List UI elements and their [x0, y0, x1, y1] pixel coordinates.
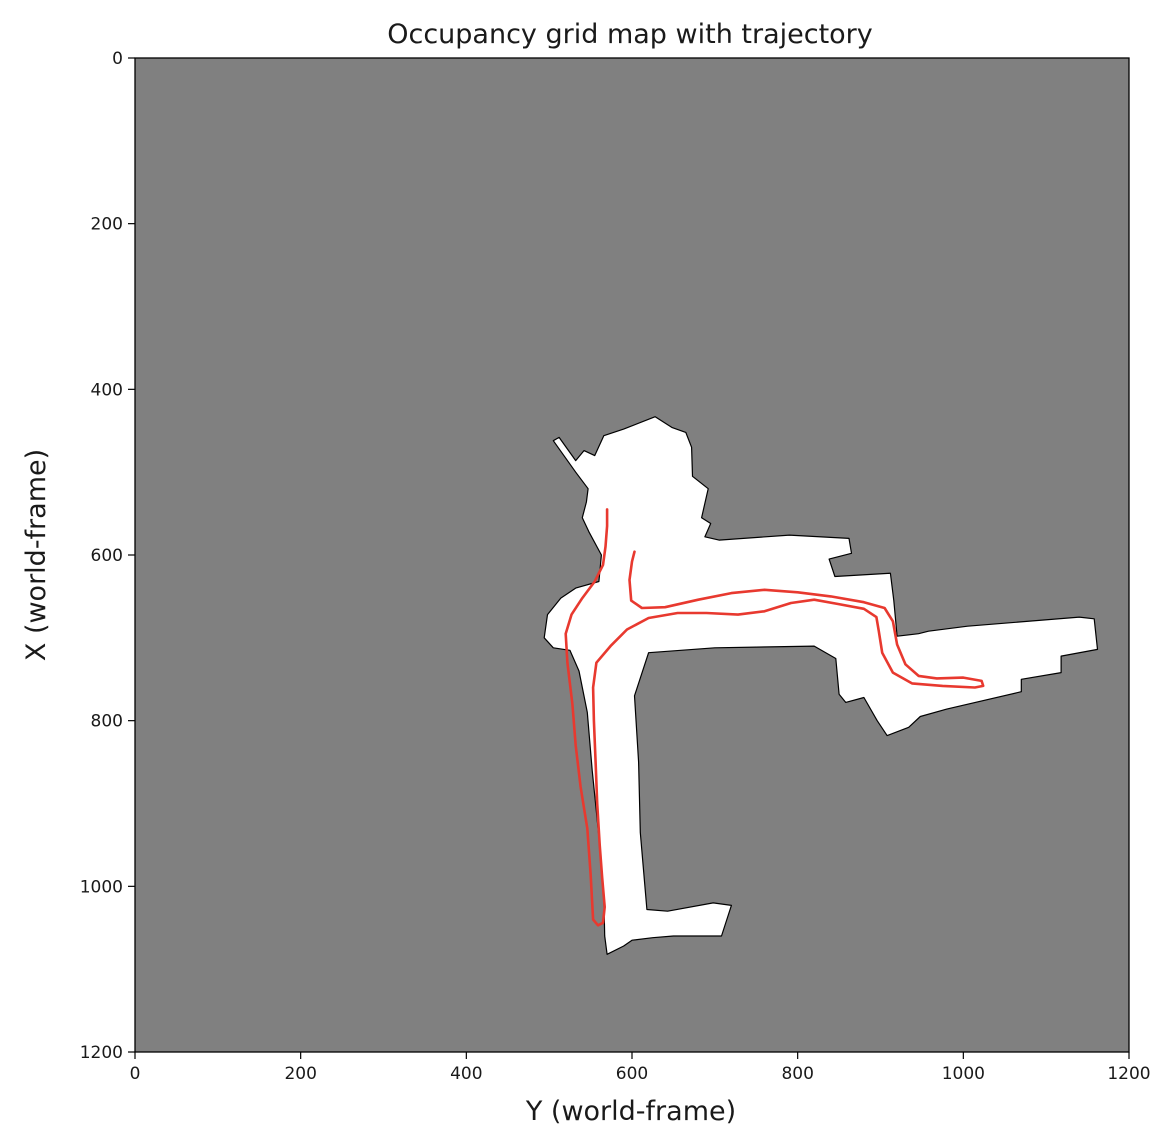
x-tick-label: 400: [450, 1064, 482, 1084]
x-tick-label: 800: [781, 1064, 813, 1084]
y-tick-label: 800: [91, 712, 123, 732]
y-tick-label: 600: [91, 546, 123, 566]
x-tick-label: 600: [616, 1064, 648, 1084]
y-tick-label: 1200: [80, 1043, 123, 1063]
y-tick-label: 200: [91, 215, 123, 235]
x-axis-ticks: 0 200 400 600 800 1000 1200: [130, 1052, 1151, 1084]
x-axis-label: Y (world-frame): [525, 1096, 736, 1127]
free-space-layer: [543, 416, 1099, 955]
x-tick-label: 1000: [942, 1064, 985, 1084]
trajectory-layer: [564, 508, 985, 927]
chart-title: Occupancy grid map with trajectory: [387, 19, 873, 50]
x-tick-label: 0: [130, 1064, 141, 1084]
x-tick-label: 200: [284, 1064, 316, 1084]
y-tick-label: 1000: [80, 877, 123, 897]
y-axis-label: X (world-frame): [21, 449, 52, 661]
y-tick-label: 0: [112, 49, 123, 69]
free-space-region: [543, 416, 1099, 955]
trajectory-line: [564, 508, 985, 927]
y-tick-label: 400: [91, 380, 123, 400]
x-tick-label: 1200: [1107, 1064, 1150, 1084]
y-axis-ticks: 0 200 400 600 800 1000 1200: [80, 49, 135, 1063]
